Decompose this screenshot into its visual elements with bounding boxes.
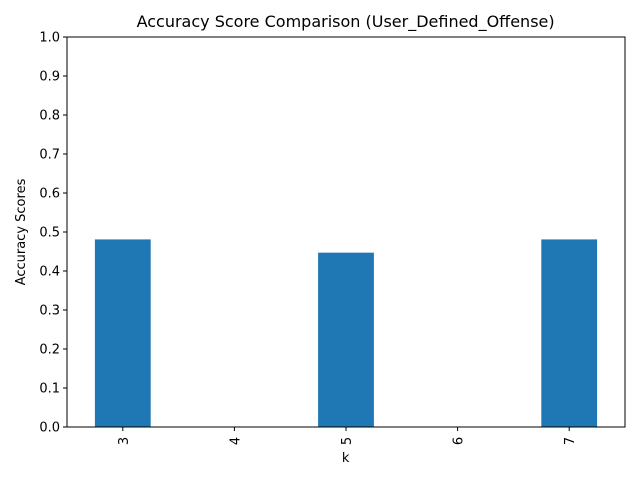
y-tick-label-0.5: 0.5 (39, 226, 60, 241)
x-tick-label-5: 5 (340, 437, 355, 445)
bar-k-5 (318, 252, 374, 427)
y-tick-label-0.8: 0.8 (39, 109, 60, 124)
y-tick-label-0.7: 0.7 (39, 148, 60, 163)
y-tick-label-1.0: 1.0 (39, 31, 60, 46)
y-tick-label-0.3: 0.3 (39, 304, 60, 319)
y-tick-label-0.6: 0.6 (39, 187, 60, 202)
chart-title: Accuracy Score Comparison (User_Defined_… (137, 12, 555, 32)
y-axis-label: Accuracy Scores (14, 178, 29, 285)
bar-k-3 (94, 239, 151, 427)
x-axis-label: k (342, 451, 350, 466)
x-tick-label-7: 7 (563, 437, 578, 445)
x-tick-label-3: 3 (117, 437, 132, 445)
y-axis: 0.0 0.1 0.2 0.3 0.4 0.5 0.6 0.7 0.8 0.9 1.0 (39, 31, 67, 436)
y-tick-label-0.9: 0.9 (39, 70, 60, 85)
x-tick-label-4: 4 (228, 437, 243, 445)
y-tick-label-0.4: 0.4 (39, 265, 60, 280)
y-tick-label-0.0: 0.0 (39, 421, 60, 436)
x-tick-label-6: 6 (452, 437, 467, 445)
y-tick-label-0.1: 0.1 (39, 382, 60, 397)
bars-group (94, 239, 598, 427)
y-tick-label-0.2: 0.2 (39, 343, 60, 358)
x-axis: 3 4 5 6 7 (117, 427, 578, 445)
bar-k-7 (541, 239, 598, 427)
plot-frame (66, 36, 626, 428)
